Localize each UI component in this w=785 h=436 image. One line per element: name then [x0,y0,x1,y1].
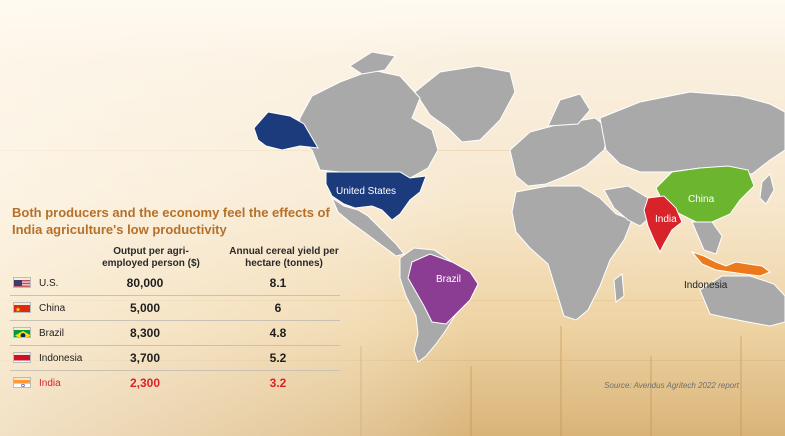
southeast-asia-shape [691,221,723,255]
russia-shape [599,91,785,175]
row-divider [10,370,340,371]
output-value: 3,700 [129,351,161,365]
china-map-label: China [688,194,715,205]
africa-shape [511,185,633,321]
output-value: 80,000 [126,276,164,290]
india-shape [643,195,683,254]
yield-value: 5.2 [269,351,287,365]
us-map-label: United States [336,186,396,197]
brazil-shape [407,253,479,325]
europe-shape [509,117,611,187]
brazil-map-label: Brazil [436,274,461,285]
row-divider [10,345,340,346]
country-name: Indonesia [39,353,83,364]
japan-shape [759,173,775,205]
table-row: Indonesia 3,700 5.2 [10,346,340,371]
india-flag-icon [13,377,31,388]
brazil-flag-icon [13,327,31,338]
source-note: Source: Avendus Agritech 2022 report [604,381,739,390]
country-name: India [39,378,61,389]
output-column-header: Output per agri- employed person ($) [96,246,206,270]
yield-value: 4.8 [269,326,287,340]
yield-value: 8.1 [269,276,287,290]
table-row: U.S. 80,000 8.1 [10,271,340,296]
canada-islands-shape [349,51,396,75]
yield-value: 6 [274,301,282,315]
indonesia-flag-icon [13,352,31,363]
table-row: India 2,300 3.2 [10,371,340,396]
alaska-shape [253,111,319,151]
indonesia-map-label: Indonesia [684,280,728,291]
china-flag-icon [13,302,31,313]
output-value: 8,300 [129,326,161,340]
us-shape [325,171,427,221]
output-value: 5,000 [129,301,161,315]
mexico-shape [330,196,405,257]
china-shape [655,165,755,223]
us-flag-icon [13,277,31,288]
yield-column-label: Annual cereal yield per hectare (tonnes) [229,246,339,269]
country-name: Brazil [39,328,65,339]
infographic-headline: Both producers and the economy feel the … [12,205,330,237]
greenland-shape [414,65,516,143]
australia-shape [699,275,785,327]
output-value: 2,300 [129,376,161,390]
country-name: China [39,303,66,314]
yield-column-header: Annual cereal yield per hectare (tonnes) [224,246,344,270]
row-divider [10,320,340,321]
table-row: Brazil 8,300 4.8 [10,321,340,346]
scandinavia-shape [547,93,591,127]
row-divider [10,295,340,296]
table-row: China 5,000 6 [10,296,340,321]
country-name: U.S. [39,278,59,289]
madagascar-shape [613,273,625,303]
output-column-label: Output per agri- employed person ($) [102,246,200,269]
indonesia-shape [690,250,772,277]
canada-shape [295,69,439,179]
yield-value: 3.2 [269,376,287,390]
india-map-label: India [655,214,677,225]
